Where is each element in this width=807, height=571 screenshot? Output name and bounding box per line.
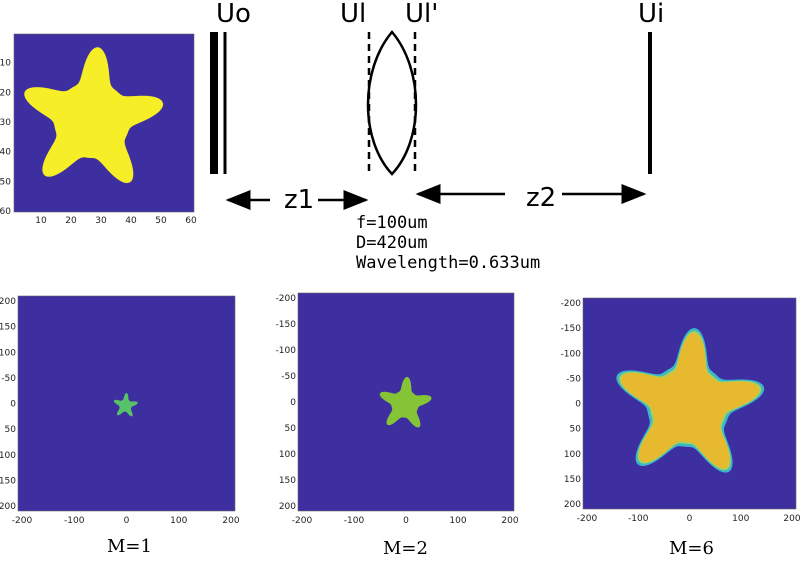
y-tick-label: -200 xyxy=(561,299,582,309)
input-x-tick-label: 10 xyxy=(35,216,47,226)
x-tick-label: -200 xyxy=(577,514,598,524)
input-y-tick-label: 60 xyxy=(0,207,11,217)
label-m6: M=6 xyxy=(669,538,714,559)
label-u0: Uo xyxy=(216,0,251,29)
y-tick-label: -150 xyxy=(561,324,582,334)
lens xyxy=(366,30,418,176)
result-panel-2: -200 -100 0 100 200 -200 -150 -100 -50 0 50 100 150 2… xyxy=(276,292,519,526)
x-tick-label: 0 xyxy=(687,514,693,524)
label-ui: Ui xyxy=(638,0,664,29)
y-tick-label: 200 xyxy=(279,502,296,512)
result-panel-3: -200 -100 0 100 200 -200 -150 -100 -50 0 50 100 150 2… xyxy=(561,297,801,524)
y-tick-label: -150 xyxy=(0,323,16,333)
label-m2: M=2 xyxy=(383,538,428,559)
y-tick-label: -200 xyxy=(276,294,297,304)
label-ul-prime: Ul' xyxy=(405,0,438,29)
object-plane-thick xyxy=(210,32,218,174)
input-x-ticks: 10 20 30 40 50 60 xyxy=(35,216,197,226)
y-tick-label: 50 xyxy=(5,425,17,435)
input-x-tick-label: 40 xyxy=(125,216,137,226)
param-focal-length: f=100um xyxy=(356,213,428,233)
parameters: f=100um D=420um Wavelength=0.633um xyxy=(356,213,540,273)
input-image-panel: 10 20 30 40 50 60 10 20 30 40 50 60 xyxy=(0,33,197,226)
result-star xyxy=(379,376,432,428)
y-tick-label: -100 xyxy=(276,346,297,356)
y-tick-label: 50 xyxy=(570,425,582,435)
label-z1: z1 xyxy=(284,185,314,215)
input-star xyxy=(24,47,164,184)
param-wavelength: Wavelength=0.633um xyxy=(356,253,541,273)
y-tick-label: 0 xyxy=(290,398,296,408)
y-tick-label: -150 xyxy=(276,320,297,330)
x-tick-label: -100 xyxy=(344,516,365,526)
x-tick-label: -100 xyxy=(64,516,85,526)
y-tick-label: -50 xyxy=(281,372,296,382)
result-panel-1: -200 -100 0 100 200 -200 -150 -100 -50 0 50 100 150 2… xyxy=(0,295,240,526)
input-y-tick-label: 40 xyxy=(0,148,11,158)
y-tick-label: 200 xyxy=(564,500,581,510)
x-tick-label: 100 xyxy=(170,516,187,526)
y-tick-label: 100 xyxy=(564,450,581,460)
result-star xyxy=(621,333,760,469)
y-tick-label: 100 xyxy=(0,451,16,461)
y-tick-label: -200 xyxy=(0,297,16,307)
x-tick-label: 200 xyxy=(501,516,518,526)
input-x-tick-label: 50 xyxy=(155,216,167,226)
x-tick-label: -200 xyxy=(12,516,33,526)
y-tick-label: 150 xyxy=(0,476,16,486)
y-tick-label: 0 xyxy=(575,400,581,410)
label-m1: M=1 xyxy=(107,536,152,557)
y-tick-label: -50 xyxy=(566,374,581,384)
input-y-tick-label: 30 xyxy=(0,118,11,128)
input-y-tick-label: 10 xyxy=(0,59,11,69)
y-tick-label: 100 xyxy=(279,450,296,460)
result-star xyxy=(113,393,138,417)
input-x-tick-label: 60 xyxy=(185,216,197,226)
x-tick-label: 200 xyxy=(222,516,239,526)
optical-setup: Uo Ul Ul' Ui z1 z2 xyxy=(210,0,664,215)
y-tick-label: -100 xyxy=(561,349,582,359)
label-ul: Ul xyxy=(340,0,366,29)
x-tick-label: 0 xyxy=(124,516,130,526)
x-tick-label: 100 xyxy=(449,516,466,526)
y-tick-label: 50 xyxy=(285,424,297,434)
y-tick-label: -50 xyxy=(1,374,16,384)
x-tick-label: 200 xyxy=(783,514,800,524)
x-tick-label: -200 xyxy=(292,516,313,526)
y-tick-label: 200 xyxy=(0,502,16,512)
input-y-tick-label: 20 xyxy=(0,88,11,98)
input-x-tick-label: 20 xyxy=(65,216,77,226)
input-x-tick-label: 30 xyxy=(95,216,107,226)
y-tick-label: 150 xyxy=(279,476,296,486)
result-panels: -200 -100 0 100 200 -200 -150 -100 -50 0 50 100 150 2… xyxy=(0,292,801,526)
x-tick-label: -100 xyxy=(628,514,649,524)
y-tick-label: 0 xyxy=(10,400,16,410)
input-y-tick-label: 50 xyxy=(0,177,11,187)
x-tick-label: 0 xyxy=(403,516,409,526)
param-diameter: D=420um xyxy=(356,233,428,253)
label-z2: z2 xyxy=(526,183,556,213)
y-tick-label: 150 xyxy=(564,475,581,485)
x-tick-label: 100 xyxy=(732,514,749,524)
input-y-ticks: 10 20 30 40 50 60 xyxy=(0,59,11,217)
y-tick-label: -100 xyxy=(0,348,16,358)
